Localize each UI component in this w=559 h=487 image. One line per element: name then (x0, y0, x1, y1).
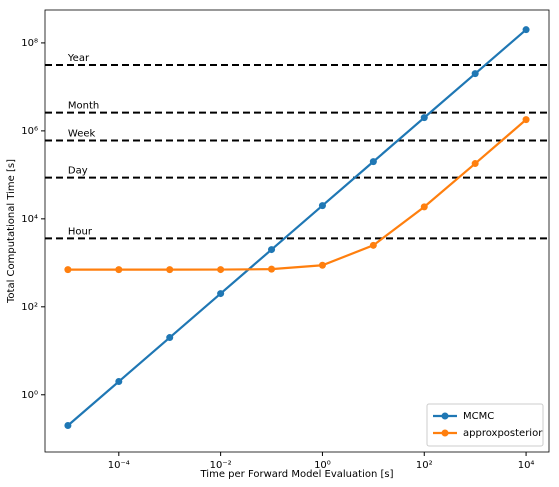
y-tick-label: 10⁰ (21, 390, 38, 401)
data-point (217, 290, 225, 298)
data-point (522, 26, 530, 34)
legend-label: approxposterior (463, 428, 543, 439)
x-axis-label: Time per Forward Model Evaluation [s] (200, 469, 394, 480)
legend-marker (441, 412, 449, 420)
legend-box (426, 403, 544, 447)
data-point (522, 116, 530, 124)
data-point (471, 70, 479, 78)
y-tick-label: 10⁶ (21, 126, 38, 137)
x-tick-label: 10⁴ (518, 460, 535, 471)
x-tick-label: 10⁻⁴ (108, 460, 130, 471)
y-axis-label: Total Computational Time [s] (6, 159, 17, 304)
x-tick-label: 10⁻² (210, 460, 232, 471)
data-point (64, 422, 72, 430)
data-point (166, 334, 174, 342)
data-point (217, 266, 225, 274)
plot-frame (44, 9, 550, 453)
data-point (471, 160, 479, 168)
data-point (166, 266, 174, 274)
y-tick-label: 10² (21, 302, 38, 313)
data-point (268, 246, 276, 254)
data-point (369, 158, 377, 166)
reference-label: Hour (68, 226, 93, 237)
legend-label: MCMC (463, 411, 494, 422)
data-point (420, 114, 428, 122)
y-tick-label: 10⁴ (21, 214, 38, 225)
data-point (318, 261, 326, 269)
series-line (67, 28, 527, 427)
data-point (115, 378, 123, 386)
series-line (67, 118, 527, 271)
data-point (268, 265, 276, 273)
data-point (115, 266, 123, 274)
data-point (318, 202, 326, 210)
reference-label: Day (68, 166, 88, 177)
reference-label: Month (68, 101, 99, 112)
reference-label: Week (68, 128, 96, 139)
x-tick-label: 10² (416, 460, 433, 471)
x-tick-label: 10⁰ (314, 460, 331, 471)
data-point (420, 203, 428, 211)
data-point (64, 266, 72, 274)
reference-label: Year (67, 53, 90, 64)
data-point (369, 241, 377, 249)
y-tick-label: 10⁸ (21, 38, 38, 49)
legend-marker (441, 429, 449, 437)
